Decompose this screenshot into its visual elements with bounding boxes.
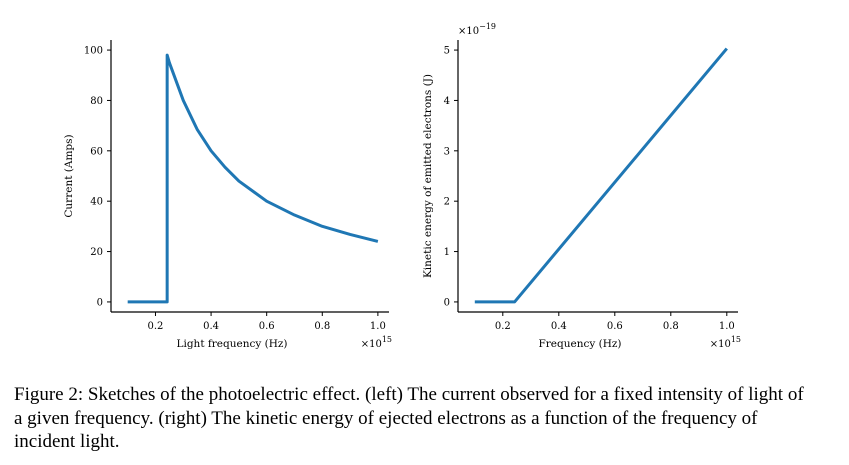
- x-tick-label: 0.6: [607, 321, 623, 332]
- y-tick-label: 2: [444, 197, 450, 208]
- y-axis-multiplier: ×10−19: [458, 22, 496, 37]
- x-axis-multiplier: ×1015: [710, 335, 741, 350]
- y-tick-label: 0: [97, 297, 103, 308]
- y-tick-label: 1: [444, 247, 450, 258]
- x-tick-label: 0.4: [551, 321, 567, 332]
- x-tick-label: 0.2: [148, 321, 164, 332]
- x-tick-label: 1.0: [719, 321, 735, 332]
- y-tick-label: 20: [90, 247, 103, 258]
- y-tick-label: 4: [444, 96, 450, 107]
- x-tick-label: 0.4: [203, 321, 219, 332]
- chart-current-vs-frequency: 0.2 0.4 0.6 0.8 1.0 0 20 40 60 80 100 Light frequen…: [63, 40, 392, 350]
- series-line: [127, 53, 379, 304]
- x-tick-label: 0.8: [663, 321, 679, 332]
- y-tick-label: 3: [444, 146, 450, 157]
- y-tick-label: 60: [90, 146, 103, 157]
- y-axis-label: Kinetic energy of emitted electrons (J): [422, 74, 434, 278]
- x-axis-label: Frequency (Hz): [538, 338, 621, 350]
- x-tick-label: 0.8: [314, 321, 330, 332]
- series-line: [474, 47, 728, 304]
- x-tick-label: 0.6: [259, 321, 275, 332]
- y-tick-label: 100: [84, 46, 103, 57]
- x-tick-label: 0.2: [495, 321, 511, 332]
- y-tick-label: 80: [90, 96, 103, 107]
- y-axis-label: Current (Amps): [63, 134, 75, 217]
- y-tick-label: 40: [90, 197, 103, 208]
- x-axis-label: Light frequency (Hz): [177, 338, 288, 350]
- y-tick-label: 0: [444, 297, 450, 308]
- figure-caption: Figure 2: Sketches of the photoelectric …: [14, 384, 804, 452]
- x-tick-label: 1.0: [370, 321, 386, 332]
- y-tick-label: 5: [444, 46, 450, 57]
- chart-kinetic-energy-vs-frequency: 0.2 0.4 0.6 0.8 1.0 0 1 2 3 4 5 Frequency (Hz) Kinet…: [422, 22, 741, 350]
- x-axis-multiplier: ×1015: [361, 335, 392, 350]
